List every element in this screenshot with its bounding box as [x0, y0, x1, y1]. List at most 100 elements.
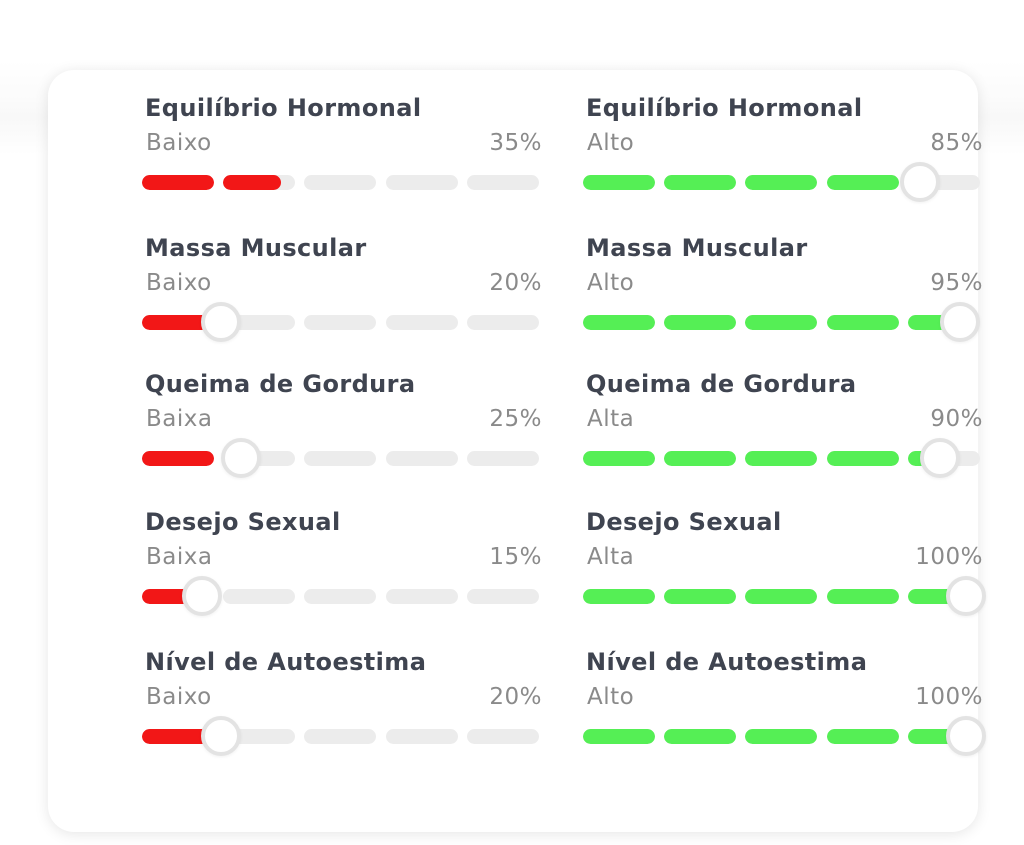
- slider-segment: [745, 175, 817, 190]
- metric-title: Massa Muscular: [145, 234, 367, 262]
- slider-knob[interactable]: [920, 438, 961, 478]
- slider-segment: [223, 589, 295, 604]
- metric-percentage: 100%: [915, 544, 983, 570]
- slider-segment: [223, 729, 295, 744]
- metric-title: Queima de Gordura: [145, 370, 416, 398]
- slider-segment: [142, 451, 214, 466]
- metric-left-4: Nível de Autoestima Baixo 20%: [142, 648, 542, 768]
- slider-segment: [664, 315, 736, 330]
- level-slider[interactable]: [142, 576, 542, 616]
- metric-title: Equilíbrio Hormonal: [145, 94, 422, 122]
- metric-title: Desejo Sexual: [145, 508, 341, 536]
- comparison-card: Equilíbrio Hormonal Baixo 35% Massa Muscula…: [48, 70, 986, 832]
- slider-fill: [745, 315, 817, 330]
- level-slider[interactable]: [142, 438, 542, 478]
- slider-fill: [223, 175, 281, 190]
- slider-segment: [745, 451, 817, 466]
- slider-segment: [583, 589, 655, 604]
- metric-right-3: Desejo Sexual Alta 100%: [583, 508, 986, 628]
- slider-fill: [827, 315, 899, 330]
- slider-segment: [386, 315, 458, 330]
- slider-fill: [827, 451, 899, 466]
- slider-fill: [664, 729, 736, 744]
- slider-fill: [142, 175, 214, 190]
- metric-right-0: Equilíbrio Hormonal Alto 85%: [583, 94, 983, 214]
- slider-knob[interactable]: [201, 302, 242, 342]
- metric-percentage: 20%: [489, 270, 542, 296]
- slider-segment: [583, 315, 655, 330]
- metric-percentage: 25%: [489, 406, 542, 432]
- metric-level: Alta: [587, 544, 635, 570]
- metric-left-2: Queima de Gordura Baixa 25%: [142, 370, 542, 490]
- slider-segment: [142, 175, 214, 190]
- slider-knob[interactable]: [181, 576, 222, 616]
- metric-right-4: Nível de Autoestima Alto 100%: [583, 648, 986, 768]
- slider-fill: [142, 315, 214, 330]
- slider-segment: [386, 729, 458, 744]
- slider-segment: [304, 315, 376, 330]
- slider-fill: [664, 175, 736, 190]
- slider-knob[interactable]: [201, 716, 242, 756]
- slider-segment: [745, 315, 817, 330]
- slider-segment: [386, 451, 458, 466]
- metric-level: Alto: [587, 270, 635, 296]
- metric-title: Nível de Autoestima: [145, 648, 427, 676]
- metric-level: Baixa: [146, 406, 213, 432]
- level-slider[interactable]: [583, 302, 983, 342]
- slider-fill: [827, 175, 899, 190]
- level-slider[interactable]: [583, 162, 983, 202]
- slider-fill: [745, 451, 817, 466]
- slider-segment: [664, 175, 736, 190]
- slider-segment: [467, 729, 539, 744]
- level-slider[interactable]: [142, 716, 542, 756]
- level-slider[interactable]: [583, 716, 986, 756]
- metric-level: Baixo: [146, 684, 212, 710]
- slider-fill: [827, 589, 899, 604]
- slider-segment: [827, 315, 899, 330]
- level-slider[interactable]: [583, 576, 986, 616]
- slider-fill: [583, 729, 655, 744]
- metric-level: Baixo: [146, 130, 212, 156]
- metric-percentage: 85%: [930, 130, 983, 156]
- slider-segment: [664, 451, 736, 466]
- slider-knob[interactable]: [900, 162, 941, 202]
- metric-right-1: Massa Muscular Alto 95%: [583, 234, 983, 354]
- slider-segment: [386, 175, 458, 190]
- slider-fill: [583, 315, 655, 330]
- metric-level: Alta: [587, 406, 635, 432]
- metric-level: Baixo: [146, 270, 212, 296]
- metric-title: Desejo Sexual: [586, 508, 782, 536]
- metric-percentage: 20%: [489, 684, 542, 710]
- slider-segment: [304, 729, 376, 744]
- metric-level: Baixa: [146, 544, 213, 570]
- slider-knob[interactable]: [946, 576, 986, 616]
- level-slider[interactable]: [142, 302, 542, 342]
- slider-segment: [827, 175, 899, 190]
- slider-segment: [223, 175, 295, 190]
- slider-knob[interactable]: [946, 716, 986, 756]
- slider-fill: [827, 729, 899, 744]
- slider-fill: [142, 451, 214, 466]
- slider-segment: [467, 175, 539, 190]
- metric-percentage: 100%: [915, 684, 983, 710]
- slider-fill: [745, 589, 817, 604]
- slider-segment: [827, 729, 899, 744]
- slider-fill: [142, 729, 214, 744]
- slider-segment: [664, 729, 736, 744]
- metric-title: Nível de Autoestima: [586, 648, 868, 676]
- metric-left-1: Massa Muscular Baixo 20%: [142, 234, 542, 354]
- slider-segment: [664, 589, 736, 604]
- level-slider[interactable]: [583, 438, 983, 478]
- slider-segment: [467, 315, 539, 330]
- slider-segment: [583, 729, 655, 744]
- slider-knob[interactable]: [221, 438, 262, 478]
- metric-percentage: 90%: [930, 406, 983, 432]
- slider-segment: [304, 589, 376, 604]
- slider-segment: [745, 729, 817, 744]
- slider-fill: [583, 175, 655, 190]
- metric-title: Equilíbrio Hormonal: [586, 94, 863, 122]
- slider-knob[interactable]: [940, 302, 981, 342]
- level-slider[interactable]: [142, 175, 542, 190]
- metric-title: Queima de Gordura: [586, 370, 857, 398]
- slider-segment: [142, 729, 214, 744]
